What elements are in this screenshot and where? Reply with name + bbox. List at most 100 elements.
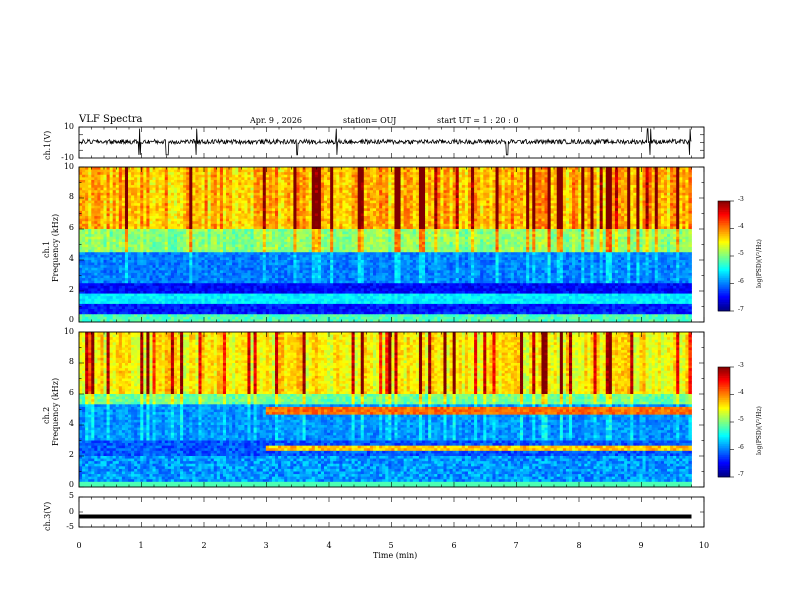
spec-cell <box>119 226 122 229</box>
spec-cell <box>146 193 149 196</box>
spec-cell <box>349 190 352 193</box>
spec-cell <box>113 190 116 193</box>
spec-cell <box>499 172 502 175</box>
spec-cell <box>284 221 287 224</box>
spec-cell <box>159 175 162 178</box>
spec-cell <box>563 226 566 229</box>
spec-cell <box>266 198 269 201</box>
spec-cell <box>352 193 355 196</box>
spec-cell <box>342 221 345 224</box>
spec-cell <box>275 206 278 209</box>
spec-cell <box>462 185 465 188</box>
spec-cell <box>79 224 82 227</box>
spec-cell <box>483 208 486 211</box>
spec-cell <box>419 183 422 186</box>
spec-cell <box>315 216 318 219</box>
spec-cell <box>679 229 682 232</box>
spec-cell <box>468 229 471 232</box>
spec-cell <box>566 226 569 229</box>
spec-cell <box>79 201 82 204</box>
spec-cell <box>217 211 220 214</box>
spec-cell <box>162 229 165 232</box>
spec-cell <box>110 172 113 175</box>
spec-cell <box>254 198 257 201</box>
spec-cell <box>241 229 244 232</box>
spec-cell <box>667 172 670 175</box>
spec-cell <box>278 188 281 191</box>
spec-cell <box>125 180 128 183</box>
spec-cell <box>217 216 220 219</box>
spec-cell <box>303 177 306 180</box>
spec-cell <box>309 175 312 178</box>
spec-cell <box>137 185 140 188</box>
spec-cell <box>293 177 296 180</box>
spec-cell <box>339 201 342 204</box>
spec-cell <box>649 224 652 227</box>
spec-cell <box>597 175 600 178</box>
spec-cell <box>247 180 250 183</box>
spec-cell <box>94 190 97 193</box>
spec-cell <box>398 224 401 227</box>
spec-cell <box>208 221 211 224</box>
spec-cell <box>581 203 584 206</box>
spec-cell <box>652 188 655 191</box>
spec-cell <box>165 219 168 222</box>
spec-cell <box>480 177 483 180</box>
spec-cell <box>514 190 517 193</box>
spec-cell <box>202 190 205 193</box>
spec-cell <box>590 183 593 186</box>
spec-cell <box>355 219 358 222</box>
spec-cell <box>376 203 379 206</box>
spec-cell <box>186 203 189 206</box>
spec-cell <box>214 185 217 188</box>
spec-cell <box>165 175 168 178</box>
spec-cell <box>198 190 201 193</box>
spec-cell <box>630 198 633 201</box>
spec-cell <box>489 190 492 193</box>
spec-cell <box>137 175 140 178</box>
spec-cell <box>682 175 685 178</box>
spec-cell <box>156 195 159 198</box>
spec-cell <box>162 224 165 227</box>
spec-cell <box>508 214 511 217</box>
spec-cell <box>278 221 281 224</box>
spec-cell <box>349 214 352 217</box>
spec-cell <box>94 183 97 186</box>
spec-cell <box>217 198 220 201</box>
spec-cell <box>480 206 483 209</box>
spec-cell <box>685 219 688 222</box>
spec-cell <box>385 208 388 211</box>
spec-cell <box>587 201 590 204</box>
spec-cell <box>398 188 401 191</box>
spec-cell <box>244 203 247 206</box>
spec-cell <box>186 195 189 198</box>
spec-cell <box>394 224 397 227</box>
spec-cell <box>450 229 453 232</box>
spec-cell <box>548 175 551 178</box>
spec-cell <box>612 203 615 206</box>
spec-cell <box>578 211 581 214</box>
spec-cell <box>189 208 192 211</box>
spec-cell <box>153 175 156 178</box>
spec-cell <box>535 229 538 232</box>
spec-cell <box>269 229 272 232</box>
spec-cell <box>581 229 584 232</box>
spec-cell <box>257 190 260 193</box>
spec-cell <box>575 185 578 188</box>
spec-cell <box>437 224 440 227</box>
spec-cell <box>186 224 189 227</box>
spec-cell <box>137 201 140 204</box>
spec-cell <box>296 185 299 188</box>
spec-cell <box>633 211 636 214</box>
spec-cell <box>272 226 275 229</box>
spec-cell <box>88 203 91 206</box>
spec-cell <box>391 221 394 224</box>
spec-cell <box>416 221 419 224</box>
spec-cell <box>104 185 107 188</box>
spec-cell <box>434 193 437 196</box>
spec-cell <box>502 219 505 222</box>
spec-cell <box>232 170 235 173</box>
spec-cell <box>272 224 275 227</box>
spec-cell <box>612 221 615 224</box>
spec-cell <box>646 188 649 191</box>
